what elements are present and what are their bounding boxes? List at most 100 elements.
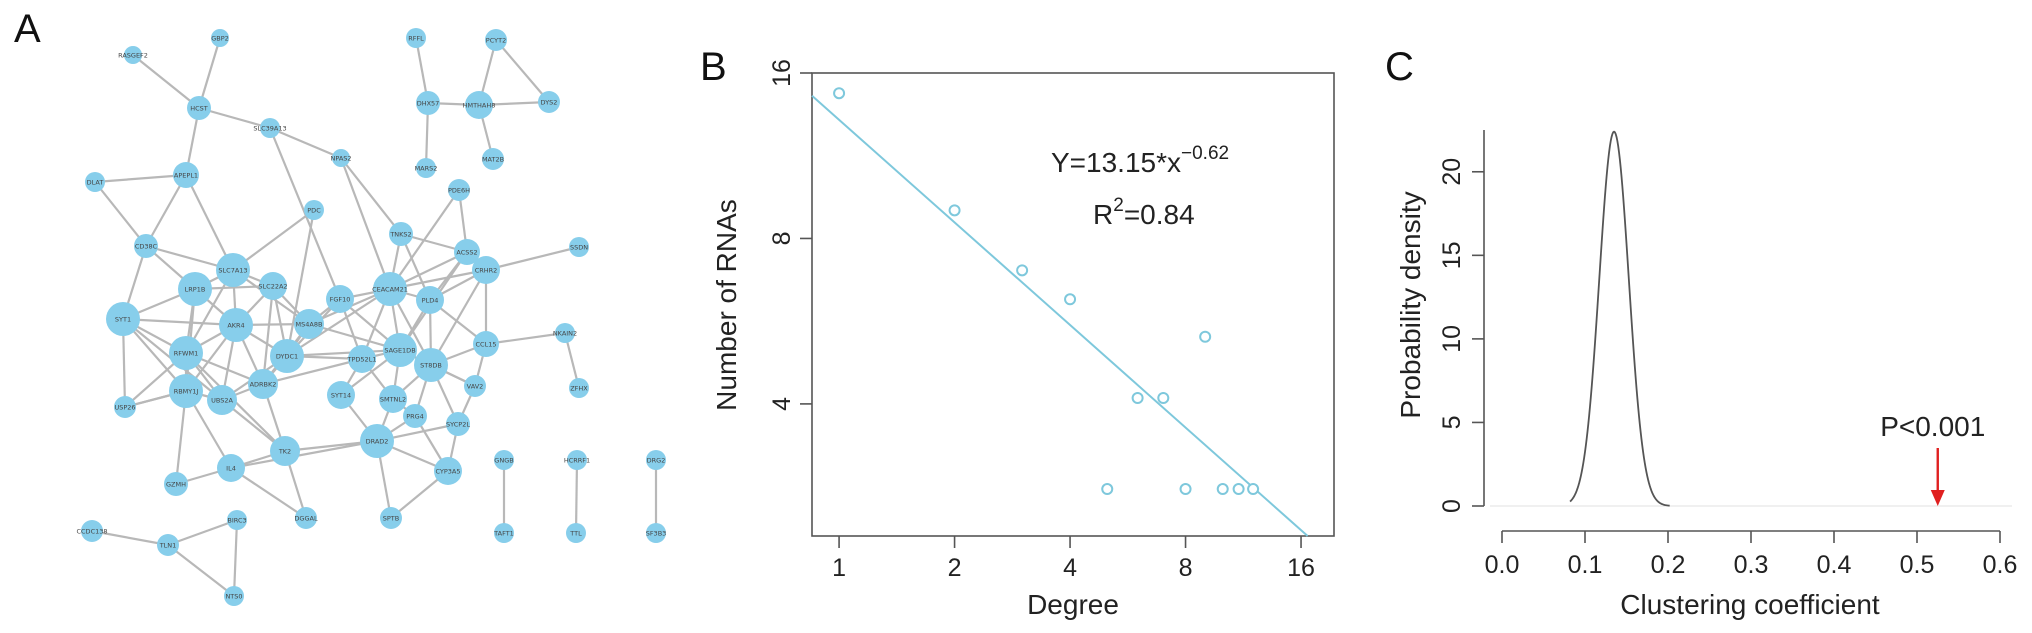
node-rbmy1j: RBMY1J — [169, 374, 203, 408]
y-tick-label: 8 — [768, 232, 796, 246]
node-drg2: DRG2 — [646, 450, 666, 470]
node-label: HCST — [190, 105, 208, 113]
node-circle — [485, 29, 507, 51]
r-squared-superscript: 2 — [1113, 195, 1124, 216]
node-label: USP26 — [114, 404, 135, 412]
node-dggal: DGGAL — [294, 507, 318, 529]
node-il4: IL4 — [217, 454, 245, 482]
network-edge — [132, 54, 200, 109]
network-edges — [91, 37, 658, 597]
node-circle — [270, 339, 304, 373]
node-label: SLC39A13 — [253, 125, 286, 133]
node-label: CYP3A5 — [435, 468, 460, 476]
node-taft1: TAFT1 — [493, 523, 514, 543]
node-pld4: PLD4 — [416, 286, 444, 314]
node-circle — [219, 308, 253, 342]
node-circle — [348, 345, 376, 373]
node-gngb: GNGB — [494, 450, 514, 470]
node-label: VAV2 — [467, 383, 484, 391]
y-tick-label: 20 — [1438, 158, 1466, 186]
node-label: TLN1 — [159, 542, 177, 550]
node-circle — [173, 162, 199, 188]
network-edge — [94, 173, 187, 184]
node-cd38c: CD38C — [134, 234, 158, 258]
node-dys2: DYS2 — [538, 91, 560, 113]
network-edge — [389, 189, 460, 290]
x-tick-label: 4 — [1063, 554, 1077, 582]
node-label: PDC — [307, 207, 321, 215]
x-tick-label: 0.1 — [1568, 551, 1603, 579]
node-birc3: BIRC3 — [227, 510, 247, 530]
node-label: HMTHAH8 — [463, 102, 496, 110]
clustering-density-plot: 0.0 0.1 0.2 0.3 0.4 0.5 0.6 0 5 10 15 20 P<0.001 C… — [1395, 130, 2017, 620]
node-circle — [448, 179, 470, 201]
x-axis-title-b: Degree — [1027, 589, 1119, 620]
network-edge — [232, 519, 239, 597]
node-circle — [187, 96, 211, 120]
node-label: DRG2 — [647, 457, 666, 465]
y-axis-title-b: Number of RNAs — [711, 199, 742, 411]
network-edge — [262, 357, 363, 386]
node-prg4: PRG4 — [403, 404, 427, 428]
node-circle — [134, 234, 158, 258]
node-circle — [211, 29, 229, 47]
node-label: TK2 — [278, 448, 291, 456]
node-circle — [327, 381, 355, 409]
node-circle — [157, 534, 179, 556]
node-circle — [217, 454, 245, 482]
node-circle — [360, 424, 394, 458]
y-axis-title-c: Probability density — [1395, 191, 1426, 418]
node-label: RBMY1J — [174, 388, 199, 396]
node-circle — [646, 450, 666, 470]
data-point — [1179, 483, 1192, 496]
node-label: ST8DB — [420, 362, 442, 370]
node-label: BIRC3 — [227, 517, 246, 525]
node-label: GBP2 — [211, 35, 229, 43]
y-axis-c: 0 5 10 15 20 — [1438, 158, 1484, 513]
node-label: MS4A8B — [296, 321, 323, 329]
node-rfwm1: RFWM1 — [169, 336, 203, 370]
network-edge — [94, 181, 147, 247]
x-tick-label: 0.0 — [1485, 551, 1520, 579]
node-label: PLD4 — [422, 297, 439, 305]
node-circle — [567, 450, 587, 470]
node-npas2: NPAS2 — [330, 149, 352, 167]
red-arrow-icon — [1930, 490, 1945, 506]
node-circle — [538, 91, 560, 113]
node-rffl: RFFL — [406, 28, 426, 48]
x-tick-label: 16 — [1287, 554, 1315, 582]
node-circle — [114, 396, 136, 418]
network-edge — [261, 285, 275, 385]
node-ttl: TTL — [566, 523, 586, 543]
node-circle — [270, 436, 300, 466]
node-syt14: SYT14 — [327, 381, 355, 409]
node-sf3b3: SF3B3 — [646, 523, 666, 543]
node-gbp2: GBP2 — [211, 29, 229, 47]
node-ccdc138: CCDC138 — [76, 520, 108, 542]
node-lrp1b: LRP1B — [178, 272, 212, 306]
node-circle — [106, 302, 140, 336]
node-tln1: TLN1 — [157, 534, 179, 556]
node-circle — [207, 385, 237, 415]
data-point — [1216, 483, 1229, 496]
network-edge — [286, 348, 401, 358]
node-label: FGF10 — [330, 296, 351, 304]
node-label: MARS2 — [415, 165, 438, 173]
node-tnks2: TNKS2 — [389, 222, 413, 246]
node-circle — [380, 507, 402, 529]
r-squared: R2=0.84 — [1093, 195, 1195, 230]
node-rasgef2: RASGEF2 — [118, 46, 148, 64]
node-crhr2: CRHR2 — [472, 256, 500, 284]
node-circle — [248, 369, 278, 399]
node-label: PDE6H — [448, 187, 470, 195]
node-label: RFWM1 — [174, 350, 198, 358]
node-hcrrf1: HCRRF1 — [564, 450, 590, 470]
node-circle — [373, 272, 407, 306]
fit-equation-exponent: −0.62 — [1181, 143, 1229, 164]
node-label: CCL15 — [476, 341, 497, 349]
fit-equation: Y=13.15*x−0.62 — [1051, 143, 1229, 178]
node-dydc1: DYDC1 — [270, 339, 304, 373]
network-edge — [286, 288, 391, 357]
network-graph: RASGEF2 GBP2 HCST SLC39A13 NPAS2 APEPL1 DLAT CD… — [76, 28, 666, 606]
